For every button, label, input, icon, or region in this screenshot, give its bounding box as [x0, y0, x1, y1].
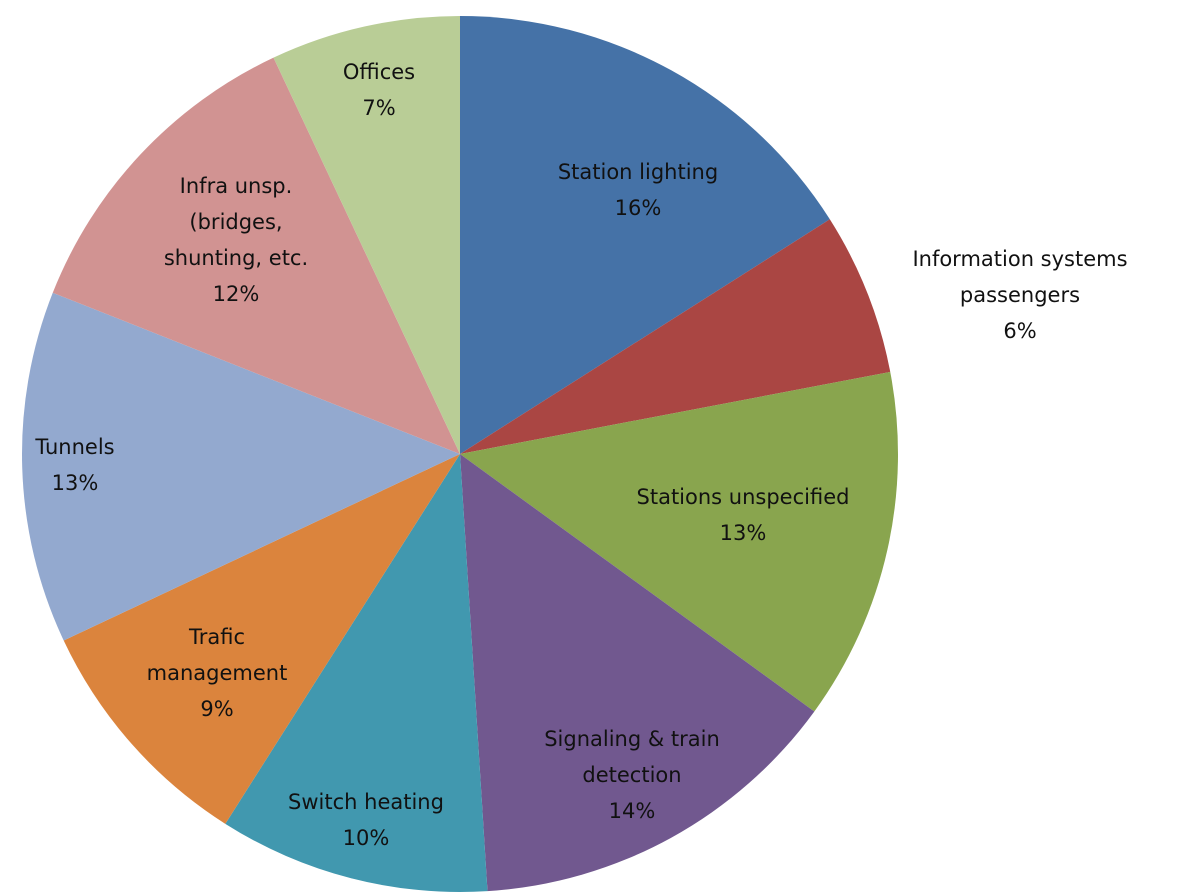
- pie-slice: [63, 454, 460, 824]
- pie-slice: [460, 371, 899, 712]
- pie-slice: [273, 16, 460, 454]
- slice-name: Trafic management: [146, 625, 288, 685]
- slice-name: Tunnels: [35, 435, 115, 459]
- slice-value: 13%: [719, 521, 767, 545]
- slice-label: Stations unspecified 13%: [593, 479, 893, 551]
- slice-label: Signaling & train detection 14%: [507, 721, 757, 829]
- slice-value: 16%: [614, 196, 662, 220]
- pie-slice: [52, 57, 460, 454]
- slice-label: Offices 7%: [324, 54, 434, 126]
- slice-value: 9%: [200, 697, 234, 721]
- slice-name: Infra unsp. (bridges, shunting, etc.: [163, 174, 309, 270]
- pie-slice: [460, 454, 815, 892]
- slice-name: Signaling & train detection: [544, 727, 720, 787]
- slice-value: 12%: [212, 282, 260, 306]
- slice-value: 6%: [1003, 319, 1037, 343]
- pie-slice: [460, 16, 830, 454]
- slice-label: Infra unsp. (bridges, shunting, etc. 12%: [156, 168, 316, 312]
- slice-label: Station lighting 16%: [518, 154, 758, 226]
- slice-label: Trafic management 9%: [142, 619, 292, 727]
- slice-name: Information systems passengers: [912, 247, 1128, 307]
- slice-label: Switch heating 10%: [246, 784, 486, 856]
- slice-name: Station lighting: [557, 160, 719, 184]
- slice-value: 13%: [51, 471, 99, 495]
- slice-label: Information systems passengers 6%: [870, 241, 1170, 349]
- slice-name: Switch heating: [288, 790, 444, 814]
- slice-value: 10%: [342, 826, 390, 850]
- pie-slice: [22, 292, 460, 641]
- slice-name: Stations unspecified: [636, 485, 850, 509]
- slice-value: 7%: [362, 96, 396, 120]
- pie-slice: [225, 454, 488, 892]
- slice-label: Tunnels 13%: [20, 429, 130, 501]
- slice-name: Offices: [342, 60, 416, 84]
- pie-slice: [460, 219, 891, 454]
- slice-value: 14%: [608, 799, 656, 823]
